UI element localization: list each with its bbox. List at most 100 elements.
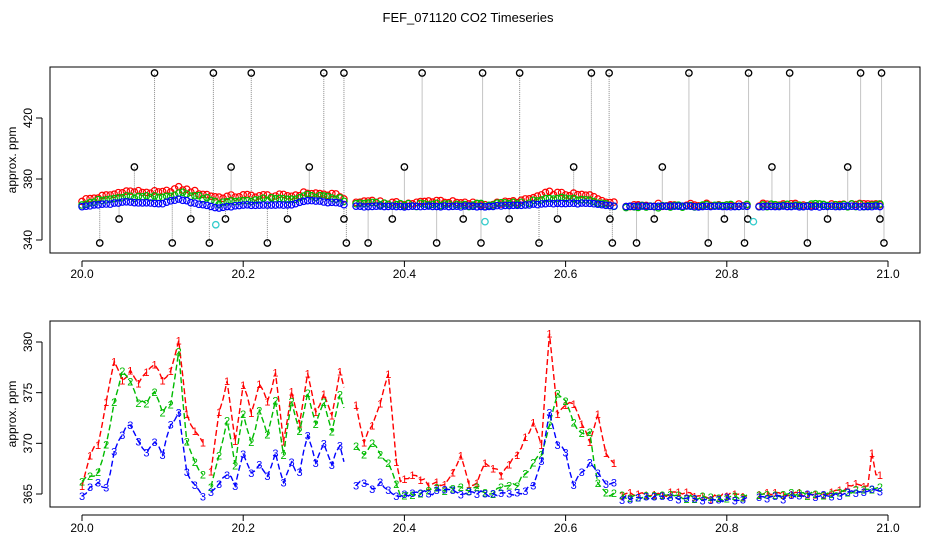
x-tick-label: 21.0 [876, 267, 900, 281]
series-2-marker: 2 [450, 484, 456, 496]
series-2-marker: 2 [184, 436, 190, 448]
series-3-marker: 3 [393, 491, 399, 503]
outlier-point [515, 69, 524, 77]
series-1-point [126, 187, 135, 195]
series-1-marker: 1 [756, 490, 762, 502]
series-3-point [187, 198, 195, 207]
series-1-point [102, 191, 110, 199]
series-3-marker: 3 [869, 484, 875, 496]
series-1-marker: 1 [716, 493, 722, 505]
series-3-point [537, 200, 546, 208]
series-3-point [823, 202, 832, 211]
cyan-point [481, 217, 489, 226]
series-1-marker: 1 [151, 360, 157, 372]
series-3-point [239, 201, 248, 209]
series-2-marker: 2 [869, 484, 875, 496]
outlier-point [803, 239, 812, 247]
series-1-marker: 1 [675, 487, 681, 499]
series-3-point [843, 202, 852, 210]
series-1-marker: 1 [264, 397, 270, 409]
series-3-marker: 3 [248, 468, 254, 480]
x-tick-label: 21.0 [876, 521, 900, 535]
series-3-marker: 3 [482, 488, 488, 500]
series-3-marker: 3 [313, 458, 319, 470]
series-1-marker: 1 [772, 487, 778, 499]
series-2-point [727, 200, 735, 209]
series-1-marker: 1 [385, 369, 391, 381]
series-3-point [420, 202, 429, 211]
outlier-point [418, 69, 426, 77]
series-3-point [452, 202, 461, 211]
outlier-point [606, 215, 614, 223]
series-1-point [388, 198, 397, 207]
series-3-marker: 3 [700, 495, 706, 507]
series-3-point [839, 202, 848, 211]
series-3-point [714, 202, 723, 210]
series-2-marker: 2 [530, 457, 536, 469]
series-3-point [328, 198, 336, 207]
series-2-point [170, 191, 179, 200]
series-3-point [686, 202, 695, 211]
series-3-point [126, 198, 135, 206]
series-3-marker: 3 [401, 489, 407, 501]
series-2-marker: 2 [675, 490, 681, 502]
series-1-point [340, 195, 348, 203]
series-3-point [448, 202, 457, 211]
series-1-marker: 1 [700, 491, 706, 503]
series-3-marker: 3 [264, 471, 270, 483]
series-3-marker: 3 [522, 486, 528, 498]
series-2-marker: 2 [417, 489, 423, 501]
series-3-point [626, 202, 634, 211]
series-3-marker: 3 [804, 489, 810, 501]
series-3-point [440, 202, 449, 210]
outlier-point [247, 69, 256, 77]
series-2-point [243, 196, 252, 205]
series-3-point [78, 202, 86, 211]
series-3-marker: 3 [740, 495, 746, 507]
series-3-point [295, 198, 304, 207]
series-1-point [203, 190, 211, 199]
series-2-line [81, 351, 204, 482]
series-2-marker: 2 [845, 487, 851, 499]
series-2-marker: 2 [385, 458, 391, 470]
series-3-line [621, 494, 748, 503]
series-1-marker: 1 [780, 490, 786, 502]
series-3-point [658, 202, 667, 210]
series-3-point [630, 202, 638, 211]
outlier-point [263, 239, 272, 247]
outlier-point [535, 239, 543, 247]
series-1-marker: 1 [530, 417, 536, 429]
series-2-marker: 2 [434, 483, 440, 495]
series-1-marker: 1 [337, 366, 343, 378]
series-1-point [82, 194, 90, 203]
series-3-point [602, 201, 610, 210]
series-1-marker: 1 [861, 481, 867, 493]
series-3-point [642, 202, 651, 211]
outlier-point [205, 239, 214, 247]
series-3-point [299, 197, 308, 206]
series-2-marker: 2 [248, 437, 254, 449]
outlier-point [283, 215, 292, 223]
y-tick-label: 375 [21, 382, 35, 402]
outlier-point [459, 215, 468, 223]
series-1-marker: 1 [216, 407, 222, 419]
series-1-marker: 1 [369, 421, 375, 433]
series-3-point [698, 202, 707, 211]
series-2-point [767, 200, 775, 209]
series-2-marker: 2 [829, 489, 835, 501]
series-3-point [541, 199, 550, 208]
series-3-marker: 3 [643, 491, 649, 503]
outlier-point [305, 163, 314, 171]
series-3-point [831, 202, 840, 211]
series-3-point [134, 199, 143, 207]
series-3-point [444, 202, 453, 211]
series-3-point [775, 202, 783, 211]
series-3-point [718, 202, 727, 211]
series-2-marker: 2 [264, 430, 270, 442]
series-2-point [444, 200, 453, 208]
series-3-marker: 3 [329, 460, 335, 472]
series-3-point [106, 200, 115, 208]
series-3-point [795, 203, 804, 211]
series-3-point [545, 199, 554, 208]
series-2-line [210, 392, 345, 488]
